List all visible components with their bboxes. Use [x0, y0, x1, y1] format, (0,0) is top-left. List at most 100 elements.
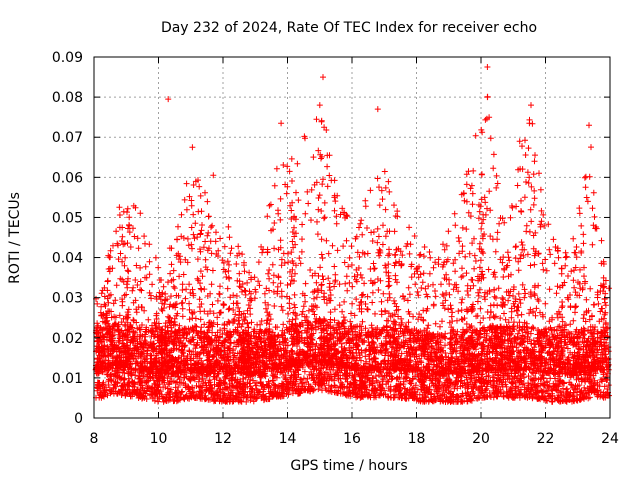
data-point [271, 220, 278, 226]
data-point [280, 321, 287, 328]
data-point [314, 218, 320, 225]
data-point [116, 204, 123, 211]
data-point [299, 221, 306, 228]
data-point [344, 287, 351, 294]
data-point [587, 285, 594, 292]
data-point [391, 202, 397, 209]
data-point [261, 290, 268, 297]
data-point [342, 280, 349, 287]
data-point [595, 300, 602, 307]
data-point [284, 282, 291, 288]
data-point [186, 300, 193, 307]
data-point [124, 205, 131, 212]
data-point [470, 282, 477, 289]
data-point [329, 242, 336, 249]
data-point [521, 374, 528, 381]
data-point [364, 306, 371, 313]
data-point [181, 196, 188, 203]
data-point [327, 309, 334, 316]
data-point [192, 220, 199, 227]
data-point [362, 325, 369, 332]
data-point [588, 144, 594, 151]
data-point [160, 283, 167, 290]
data-point [350, 389, 357, 396]
data-point [567, 303, 574, 310]
data-point [291, 224, 297, 231]
data-point [183, 286, 190, 293]
data-point [582, 184, 589, 191]
data-point [491, 374, 497, 381]
data-point [382, 308, 389, 315]
data-point [598, 237, 605, 244]
data-point [224, 285, 231, 292]
data-point [468, 182, 475, 189]
data-point [486, 390, 493, 396]
data-point [146, 289, 153, 296]
data-point [197, 285, 204, 292]
data-point [195, 208, 202, 215]
data-point [364, 225, 370, 231]
data-point [362, 360, 369, 367]
data-point [113, 282, 120, 289]
data-point [192, 345, 199, 352]
data-point [315, 206, 322, 213]
data-point [550, 236, 557, 243]
data-point [331, 283, 338, 290]
data-point [188, 224, 195, 231]
data-point [578, 222, 585, 229]
data-point [343, 237, 350, 244]
data-point [596, 383, 603, 390]
data-point [167, 270, 174, 277]
data-point [318, 208, 325, 214]
data-point [482, 199, 489, 206]
data-point [546, 286, 553, 293]
data-point [382, 206, 389, 213]
data-point [227, 250, 234, 257]
data-point [543, 267, 550, 274]
data-point [525, 145, 532, 152]
data-point [584, 198, 591, 205]
data-point [425, 283, 432, 290]
data-point [129, 287, 136, 294]
data-point [372, 310, 378, 317]
data-point [168, 261, 175, 268]
data-point [302, 210, 309, 217]
data-point [463, 181, 470, 188]
data-point [426, 249, 433, 255]
data-point [405, 284, 412, 291]
data-point [463, 270, 470, 277]
data-point [332, 271, 339, 278]
data-point [381, 168, 388, 175]
data-point [531, 261, 538, 268]
chart-title: Day 232 of 2024, Rate Of TEC Index for r… [161, 20, 537, 36]
data-point [333, 220, 340, 227]
data-point [182, 295, 189, 302]
data-point [116, 212, 123, 218]
data-point [301, 368, 308, 375]
data-point [244, 279, 251, 286]
data-point [391, 228, 398, 235]
data-point [576, 210, 583, 217]
data-point [359, 231, 366, 238]
data-point [271, 381, 277, 388]
data-point [305, 307, 312, 314]
data-point [514, 182, 521, 189]
data-point [255, 259, 262, 266]
data-point [568, 268, 575, 275]
data-point [117, 250, 124, 257]
data-point [432, 293, 439, 300]
data-point [536, 170, 542, 177]
data-point [369, 289, 376, 296]
data-point [570, 235, 577, 242]
data-point [485, 266, 492, 273]
data-point [602, 302, 609, 309]
data-point [524, 169, 531, 176]
data-point [300, 375, 307, 382]
data-point [166, 381, 173, 388]
data-point [494, 302, 501, 309]
data-point [209, 267, 216, 274]
data-point [296, 255, 303, 262]
data-point [179, 281, 186, 288]
data-point [529, 324, 536, 331]
